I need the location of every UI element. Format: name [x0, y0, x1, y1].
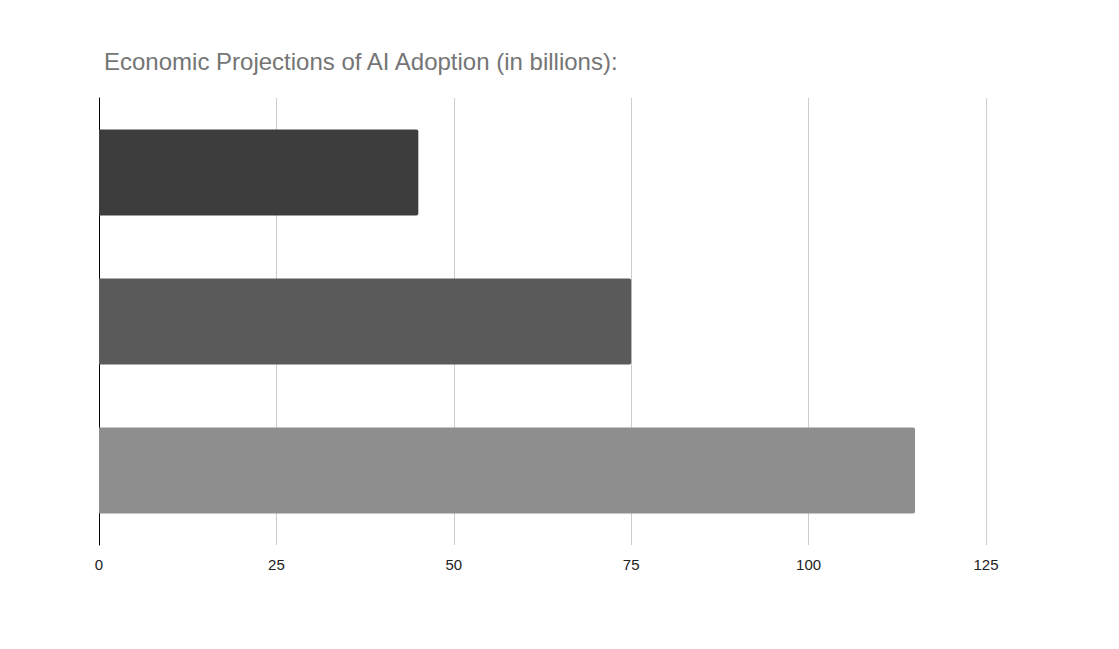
svg-text:50: 50 — [445, 556, 462, 573]
svg-text:0: 0 — [95, 556, 103, 573]
svg-text:25: 25 — [268, 556, 285, 573]
svg-text:125: 125 — [973, 556, 998, 573]
svg-text:Economic Projections of AI Ado: Economic Projections of AI Adoption (in … — [104, 48, 618, 75]
svg-text:75: 75 — [623, 556, 640, 573]
svg-text:100: 100 — [796, 556, 821, 573]
